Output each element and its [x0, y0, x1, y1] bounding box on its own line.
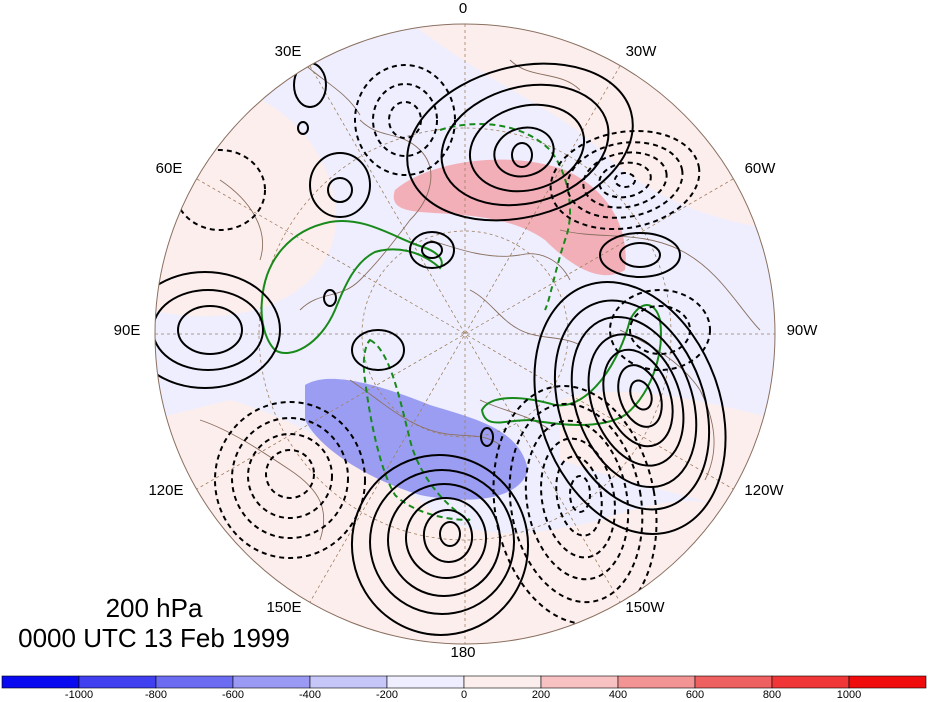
colorbar-swatch [232, 675, 311, 689]
time-label: 0000 UTC 13 Feb 1999 [18, 623, 290, 653]
positive-anomaly-shading [393, 159, 626, 276]
lon-label-90e: 90E [114, 322, 141, 339]
lon-label-120w: 120W [744, 482, 784, 499]
lon-label-60e: 60E [156, 160, 183, 177]
lon-label-0: 0 [459, 0, 467, 17]
longitude-labels: 0 30W 60W 90W 120W 150W 180 150E 120E 90… [114, 0, 819, 661]
lon-label-30e: 30E [275, 43, 302, 60]
colorbar-swatch [309, 675, 388, 689]
colorbar-swatch [617, 675, 696, 689]
map-boundary [154, 23, 776, 645]
colorbar-tick-label: 400 [609, 689, 627, 701]
colorbar-swatch [848, 675, 927, 689]
negative-anomaly-shading [305, 378, 528, 500]
colorbar-tick-label: -1000 [65, 689, 93, 701]
colorbar-swatch [155, 675, 234, 689]
lon-label-150e: 150E [266, 599, 301, 616]
lon-label-150w: 150W [625, 599, 665, 616]
colorbar-tick-label: -600 [222, 689, 244, 701]
colorbar-swatch [1, 675, 80, 689]
colorbar-tick-label: -800 [145, 689, 167, 701]
lon-label-120e: 120E [148, 482, 183, 499]
colorbar-swatch [78, 675, 157, 689]
negative-contours [174, 64, 711, 625]
lon-label-30w: 30W [626, 43, 658, 60]
colorbar-tick-label: 200 [532, 689, 550, 701]
level-label: 200 hPa [106, 593, 203, 623]
lon-label-90w: 90W [787, 322, 819, 339]
lon-label-60w: 60W [745, 160, 777, 177]
colorbar-tick-label: 600 [686, 689, 704, 701]
colorbar: -1000 -800 -600 -400 -200 0 200 400 600 800 1000 [1, 675, 927, 701]
colorbar-swatch [540, 675, 619, 689]
colorbar-tick-label: -200 [376, 689, 398, 701]
colorbar-swatch [463, 675, 542, 689]
colorbar-swatch [771, 675, 850, 689]
colorbar-swatch [694, 675, 773, 689]
colorbar-tick-label: -400 [299, 689, 321, 701]
colorbar-tick-label: 0 [461, 689, 467, 701]
colorbar-tick-label: 1000 [837, 689, 861, 701]
lon-label-180: 180 [450, 644, 475, 661]
colorbar-swatch [386, 675, 465, 689]
colorbar-tick-label: 800 [763, 689, 781, 701]
